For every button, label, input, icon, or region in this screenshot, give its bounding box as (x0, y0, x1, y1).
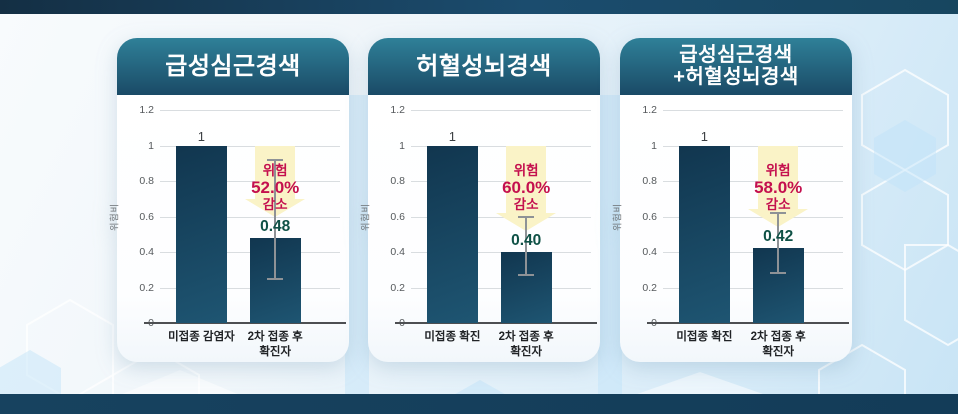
y-axis-tick-label: 1.2 (390, 104, 405, 116)
chart-title: 허혈성뇌경색 (368, 38, 600, 95)
bar-value-label: 0.42 (763, 228, 794, 246)
y-axis-tick-label: 0.2 (642, 281, 657, 294)
unvaccinated-bar (426, 145, 478, 323)
gridline (160, 110, 340, 111)
y-axis-tick-label: 0.2 (390, 281, 405, 294)
y-axis-tick-label: 1 (399, 139, 405, 152)
y-axis-tick-label: 0.8 (139, 175, 154, 187)
error-bar-cap (518, 274, 535, 277)
y-axis-tick-label: 1.2 (139, 104, 154, 116)
bar-value-label: 0.48 (260, 217, 291, 235)
bar-value-label: 1 (448, 128, 456, 144)
y-axis-tick-label: 1 (651, 139, 657, 152)
bar-value-label: 0.40 (511, 232, 542, 249)
y-axis-title: 위험비 (360, 202, 371, 231)
y-axis-tick-label: 0.6 (390, 210, 405, 223)
top-border-bar (0, 0, 958, 14)
y-axis-tick-label: 0.2 (139, 281, 154, 294)
error-bar-cap (267, 158, 284, 161)
x-axis-category-label: 미접종 확진 (676, 331, 733, 343)
unvaccinated-bar (175, 145, 227, 323)
x-axis-category-label: 2차 접종 후 확진자 (247, 331, 303, 358)
unvaccinated-bar (678, 145, 730, 323)
error-bar-cap (518, 215, 535, 218)
gridline (411, 181, 591, 182)
gridline (411, 145, 591, 147)
x-axis-line (647, 322, 849, 324)
x-axis-category-label: 2차 접종 후 확진자 (750, 331, 806, 358)
chart-title-line: 급성심근경색 (165, 52, 301, 80)
x-axis-line (395, 322, 597, 324)
x-axis-category-label: 2차 접종 후 확진자 (498, 331, 554, 358)
y-axis-tick-label: 0.8 (642, 175, 657, 187)
gridline (411, 110, 591, 111)
bar-value-label: 1 (197, 128, 205, 144)
y-axis-tick-label: 0.4 (642, 246, 657, 258)
error-bar-cap (267, 277, 284, 280)
y-axis-tick-label: 0.4 (390, 246, 405, 258)
error-bar (274, 159, 277, 279)
gridline (160, 145, 340, 147)
error-bar (777, 212, 780, 274)
gridline (160, 181, 340, 182)
gridline (663, 181, 843, 182)
y-axis-tick-label: 1.2 (642, 104, 657, 116)
y-axis-title: 위험비 (109, 202, 120, 231)
error-bar-cap (770, 211, 787, 214)
y-axis-tick-label: 1 (148, 139, 154, 152)
y-axis-tick-label: 0.6 (642, 210, 657, 223)
chart-title-line: 급성심근경색 (679, 43, 793, 66)
error-bar (525, 216, 528, 276)
gridline (663, 145, 843, 147)
x-axis-line (144, 322, 346, 324)
gridline (160, 216, 340, 218)
y-axis-tick-label: 0.8 (390, 175, 405, 187)
bar-value-label: 1 (700, 128, 708, 144)
y-axis-tick-label: 0.6 (139, 210, 154, 223)
risk-reduction-label: 위험 60.0% 감소 (502, 163, 551, 213)
chart-title: 급성심근경색 +허혈성뇌경색 (620, 38, 852, 95)
risk-reduction-label: 위험 58.0% 감소 (754, 163, 803, 213)
risk-reduction-arrow (758, 145, 799, 210)
error-bar-cap (770, 272, 787, 275)
y-axis-title: 위험비 (612, 202, 623, 231)
chart-title-line: +허혈성뇌경색 (673, 65, 799, 88)
chart-title: 급성심근경색 (117, 38, 349, 95)
x-axis-category-label: 미접종 확진 (424, 331, 481, 343)
risk-reduction-label: 위험 52.0% 감소 (251, 163, 300, 213)
x-axis-category-label: 미접종 감염자 (168, 331, 235, 343)
gridline (663, 110, 843, 111)
bottom-border-bar (0, 394, 958, 414)
chart-title-line: 허혈성뇌경색 (416, 52, 552, 80)
y-axis-tick-label: 0.4 (139, 246, 154, 258)
risk-reduction-arrow (506, 145, 547, 213)
